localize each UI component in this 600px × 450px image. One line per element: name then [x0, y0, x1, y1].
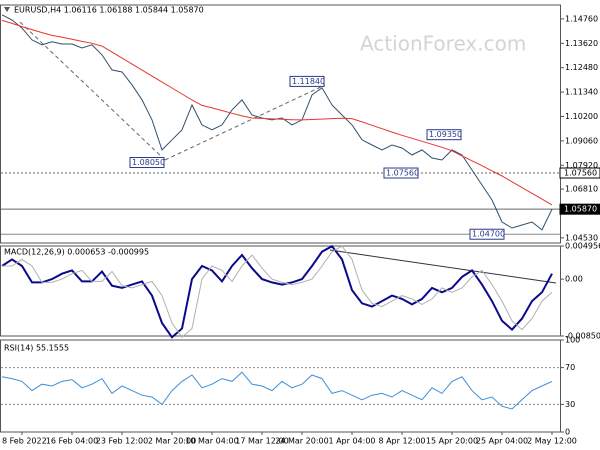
annotation-box — [469, 228, 505, 240]
panel-title: MACD(12,26,9) 0.000653 -0.000995 — [4, 248, 149, 257]
series-line — [1, 244, 553, 339]
y-tick-label: 1.06810 — [565, 185, 598, 194]
y-tick-label: 0.00 — [565, 275, 583, 284]
x-tick-label: 2 Mar 20:00 — [148, 437, 196, 446]
y-tick-label: 1.11340 — [565, 88, 598, 97]
watermark: ActionForex.com — [360, 32, 526, 56]
x-tick-label: 8 Apr 12:00 — [378, 437, 425, 446]
price-marker-box — [559, 167, 600, 179]
y-tick-label: 1.07920 — [565, 161, 598, 170]
annotation-box — [129, 157, 165, 169]
x-tick-label: 1 Apr 04:00 — [328, 437, 375, 446]
panel-frame — [0, 4, 561, 244]
x-tick-label: 25 Apr 04:00 — [476, 437, 528, 446]
y-tick-label: 1.13620 — [565, 39, 598, 48]
y-tick-label: 1.10200 — [565, 112, 598, 121]
y-tick-label: 30 — [565, 400, 575, 409]
x-tick-label: 17 Mar 12:00 — [235, 437, 288, 446]
annotation-box — [289, 75, 325, 87]
panel-frame — [0, 339, 561, 433]
trend-line — [164, 84, 326, 161]
series-line — [2, 245, 553, 339]
y-tick-label: 0 — [565, 428, 570, 437]
y-tick-label: 100 — [565, 336, 580, 345]
annotation-label: 1.08050 — [132, 158, 165, 167]
annotation-label: 1.11840 — [292, 77, 325, 86]
x-tick-label: 16 Feb 04:00 — [46, 437, 98, 446]
trend-line — [19, 21, 166, 161]
y-tick-label: -0.008501 — [565, 332, 600, 341]
panel-frame — [0, 245, 561, 337]
annotation-box — [426, 129, 462, 141]
series-line — [1, 371, 553, 410]
y-tick-label: 70 — [565, 363, 575, 372]
annotation-label: 1.09350 — [429, 130, 462, 139]
series-line — [1, 19, 553, 206]
x-tick-label: 15 Apr 20:00 — [426, 437, 478, 446]
panel-title: EURUSD,H4 1.06116 1.06188 1.05844 1.0587… — [14, 6, 204, 15]
price-marker-label: 1.05870 — [564, 205, 597, 214]
panel-title: RSI(14) 55.1555 — [4, 344, 69, 353]
trend-line — [329, 249, 557, 284]
y-tick-label: 0.004956 — [565, 242, 600, 251]
price-marker-box — [559, 203, 600, 215]
x-tick-label: 23 Feb 12:00 — [96, 437, 148, 446]
x-tick-label: 10 Mar 04:00 — [185, 437, 238, 446]
y-tick-label: 1.14760 — [565, 14, 598, 23]
x-tick-label: 24 Mar 20:00 — [275, 437, 328, 446]
y-tick-label: 1.12480 — [565, 63, 598, 72]
annotation-label: 1.07560 — [386, 169, 419, 178]
annotation-label: 1.04700 — [472, 230, 505, 239]
x-tick-label: 2 May 12:00 — [527, 437, 577, 446]
symbol-icon — [4, 7, 10, 12]
x-tick-label: 8 Feb 2022 — [2, 437, 47, 446]
y-tick-label: 1.04530 — [565, 233, 598, 242]
price-marker-label: 1.07560 — [564, 169, 597, 178]
annotation-box — [383, 167, 419, 179]
y-tick-label: 1.09060 — [565, 136, 598, 145]
